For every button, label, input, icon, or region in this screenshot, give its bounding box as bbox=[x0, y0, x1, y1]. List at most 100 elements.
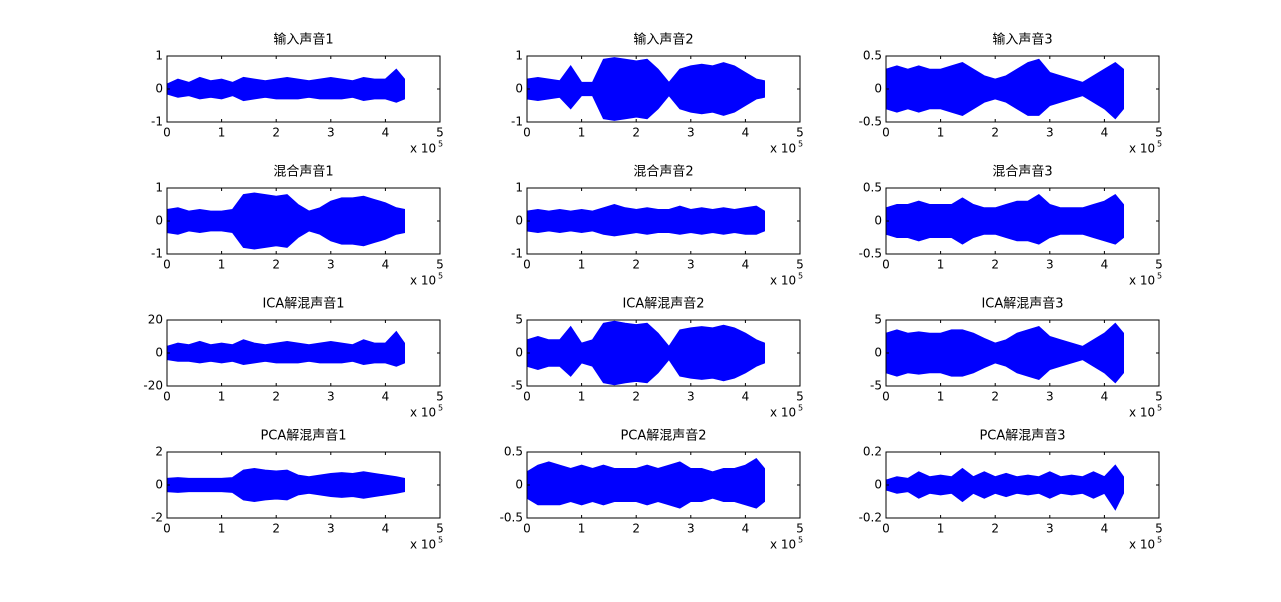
waveform bbox=[526, 457, 766, 509]
x-tick-label: 4 bbox=[382, 126, 390, 140]
x-tick-label: 1 bbox=[578, 522, 586, 536]
x-tick-label: 3 bbox=[687, 126, 695, 140]
x-tick-label: 5 bbox=[796, 522, 804, 536]
x-tick-label: 0 bbox=[882, 126, 890, 140]
waveform bbox=[526, 203, 766, 237]
subplot-title: 混合声音3 bbox=[992, 164, 1052, 180]
x-tick-label: 5 bbox=[1155, 390, 1163, 404]
x-tick-label: 2 bbox=[272, 258, 280, 272]
waveform bbox=[166, 192, 406, 250]
y-tick-label: 20 bbox=[148, 313, 163, 327]
x-multiplier-exponent: 5 bbox=[438, 140, 443, 149]
x-multiplier: x 10 bbox=[1129, 538, 1155, 552]
x-multiplier: x 10 bbox=[410, 406, 436, 420]
x-tick-label: 2 bbox=[632, 126, 640, 140]
x-tick-label: 0 bbox=[523, 390, 531, 404]
x-tick-label: 5 bbox=[796, 390, 804, 404]
x-tick-label: 4 bbox=[1101, 126, 1109, 140]
x-tick-label: 4 bbox=[742, 390, 750, 404]
x-tick-label: 3 bbox=[327, 126, 335, 140]
x-tick-label: 0 bbox=[163, 390, 171, 404]
x-tick-label: 2 bbox=[632, 522, 640, 536]
x-multiplier-exponent: 5 bbox=[438, 404, 443, 413]
x-tick-label: 4 bbox=[1101, 390, 1109, 404]
subplot-title: 混合声音2 bbox=[633, 164, 693, 180]
x-tick-label: 5 bbox=[1155, 258, 1163, 272]
x-tick-label: 4 bbox=[382, 522, 390, 536]
x-tick-label: 1 bbox=[578, 126, 586, 140]
subplot-title: 输入声音1 bbox=[273, 32, 333, 48]
x-tick-label: 5 bbox=[796, 126, 804, 140]
x-tick-label: 0 bbox=[163, 522, 171, 536]
y-tick-label: 1 bbox=[155, 181, 163, 195]
x-multiplier: x 10 bbox=[770, 406, 796, 420]
y-tick-label: 5 bbox=[874, 313, 882, 327]
x-tick-label: 4 bbox=[382, 390, 390, 404]
waveform bbox=[166, 330, 406, 367]
y-tick-label: 2 bbox=[155, 445, 163, 459]
x-multiplier: x 10 bbox=[410, 274, 436, 288]
subplot-title: 混合声音1 bbox=[273, 164, 333, 180]
y-tick-label: 1 bbox=[515, 49, 523, 63]
x-tick-label: 2 bbox=[991, 258, 999, 272]
y-tick-label: -0.5 bbox=[859, 247, 882, 261]
x-multiplier: x 10 bbox=[770, 274, 796, 288]
x-multiplier: x 10 bbox=[1129, 142, 1155, 156]
x-tick-label: 4 bbox=[742, 126, 750, 140]
y-tick-label: -0.2 bbox=[859, 511, 882, 525]
y-tick-label: 0.5 bbox=[863, 181, 882, 195]
x-multiplier: x 10 bbox=[1129, 406, 1155, 420]
x-tick-label: 3 bbox=[327, 390, 335, 404]
x-tick-label: 5 bbox=[436, 126, 444, 140]
y-tick-label: -1 bbox=[511, 247, 523, 261]
x-tick-label: 2 bbox=[632, 258, 640, 272]
subplot-title: ICA解混声音3 bbox=[981, 296, 1063, 312]
waveform bbox=[166, 68, 406, 103]
waveform bbox=[885, 322, 1125, 384]
waveform bbox=[885, 193, 1125, 245]
x-multiplier-exponent: 5 bbox=[438, 536, 443, 545]
x-tick-label: 4 bbox=[382, 258, 390, 272]
x-tick-label: 3 bbox=[1046, 126, 1054, 140]
x-multiplier-exponent: 5 bbox=[1157, 536, 1162, 545]
waveform bbox=[885, 464, 1125, 511]
subplot-title: PCA解混声音1 bbox=[260, 428, 346, 444]
x-multiplier: x 10 bbox=[1129, 274, 1155, 288]
y-tick-label: 0 bbox=[874, 346, 882, 360]
y-tick-label: 0.2 bbox=[863, 445, 882, 459]
x-multiplier-exponent: 5 bbox=[1157, 272, 1162, 281]
subplot-title: ICA解混声音2 bbox=[622, 296, 704, 312]
waveform bbox=[166, 467, 406, 503]
x-tick-label: 1 bbox=[218, 258, 226, 272]
x-tick-label: 2 bbox=[991, 522, 999, 536]
x-tick-label: 5 bbox=[436, 390, 444, 404]
y-tick-label: 0.5 bbox=[504, 445, 523, 459]
x-tick-label: 3 bbox=[327, 258, 335, 272]
x-tick-label: 4 bbox=[1101, 258, 1109, 272]
x-tick-label: 1 bbox=[578, 390, 586, 404]
subplot-title: 输入声音2 bbox=[633, 32, 693, 48]
y-tick-label: -0.5 bbox=[859, 115, 882, 129]
x-tick-label: 2 bbox=[632, 390, 640, 404]
x-tick-label: 5 bbox=[796, 258, 804, 272]
subplot-title: ICA解混声音1 bbox=[262, 296, 344, 312]
y-tick-label: 0 bbox=[155, 82, 163, 96]
x-tick-label: 3 bbox=[687, 390, 695, 404]
x-tick-label: 1 bbox=[218, 522, 226, 536]
waveform bbox=[526, 57, 766, 121]
y-tick-label: -5 bbox=[870, 379, 882, 393]
waveform bbox=[526, 320, 766, 386]
y-tick-label: 1 bbox=[515, 181, 523, 195]
x-multiplier: x 10 bbox=[770, 142, 796, 156]
y-tick-label: -1 bbox=[151, 115, 163, 129]
x-tick-label: 0 bbox=[523, 258, 531, 272]
y-tick-label: 0 bbox=[515, 82, 523, 96]
waveform bbox=[885, 58, 1125, 120]
y-tick-label: 0 bbox=[874, 478, 882, 492]
x-tick-label: 0 bbox=[882, 522, 890, 536]
x-tick-label: 5 bbox=[1155, 522, 1163, 536]
y-tick-label: 0 bbox=[515, 478, 523, 492]
y-tick-label: 0 bbox=[155, 346, 163, 360]
